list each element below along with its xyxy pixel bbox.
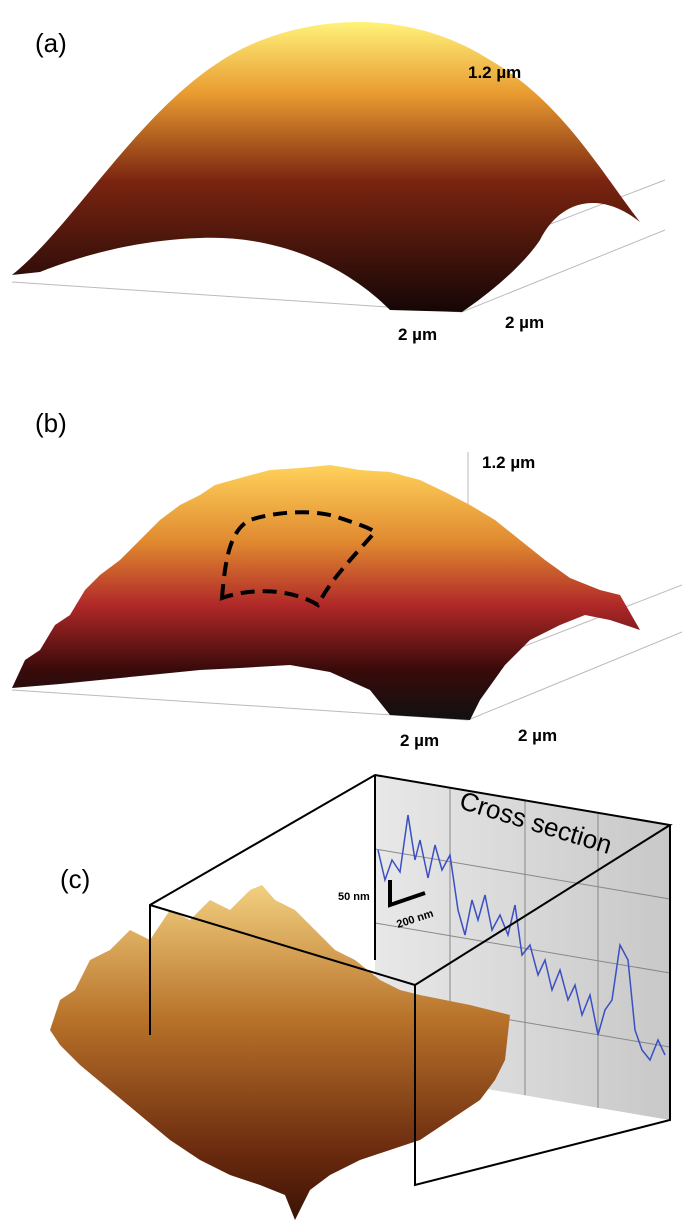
z-label: 1.2 µm [468, 63, 521, 82]
panel-b: (b) 1.2 µm 2 µm 2 µm [12, 408, 682, 750]
panel-label: (c) [60, 864, 90, 894]
surface [12, 22, 640, 312]
y-label: 2 µm [505, 313, 544, 332]
panel-label: (b) [35, 408, 67, 438]
panel-a: (a) 1.2 µm 2 µm 2 µm [12, 22, 665, 344]
z-label: 1.2 µm [482, 453, 535, 472]
figure: (a) 1.2 µm 2 µm 2 µm (b) 1.2 µm 2 µm 2 µ… [0, 0, 682, 1226]
scale-vertical: 50 nm [338, 891, 370, 903]
x-label: 2 µm [398, 325, 437, 344]
x-label: 2 µm [400, 731, 439, 750]
panel-c: (c) Cross section 50 nm 200 nm [50, 775, 670, 1220]
y-label: 2 µm [518, 726, 557, 745]
panel-label: (a) [35, 28, 67, 58]
